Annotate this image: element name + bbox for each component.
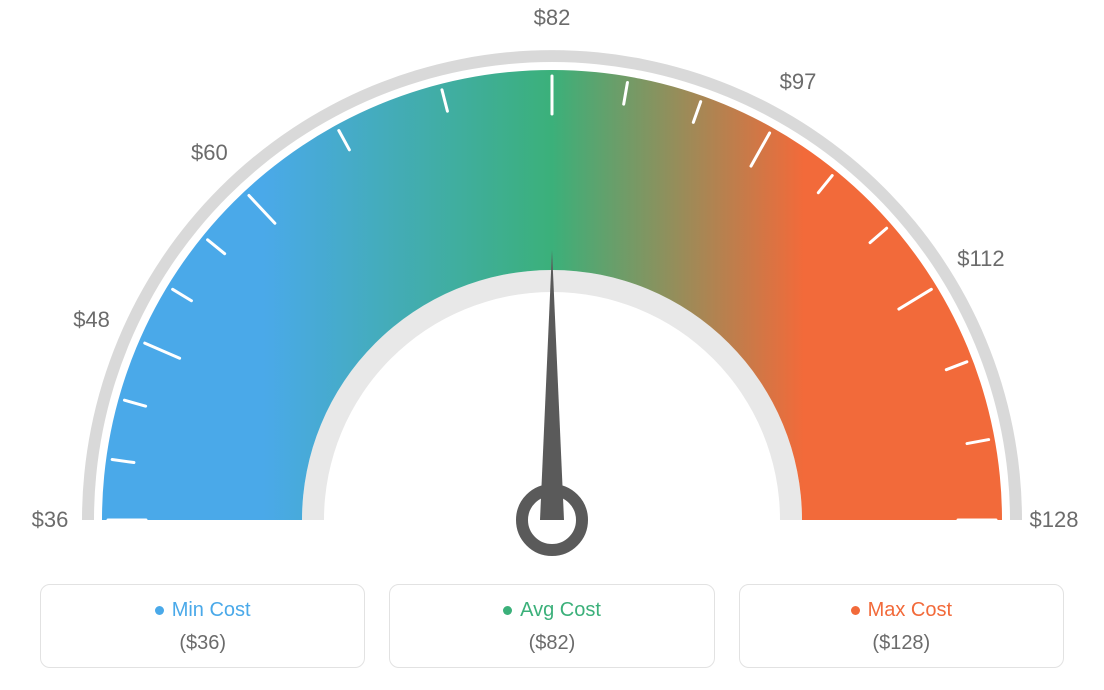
legend-row: Min Cost ($36) Avg Cost ($82) Max Cost (… <box>40 584 1064 668</box>
legend-title-text: Min Cost <box>172 599 251 622</box>
legend-title-min: Min Cost <box>155 599 251 622</box>
dot-icon <box>155 606 164 615</box>
legend-card-avg: Avg Cost ($82) <box>389 584 714 668</box>
dot-icon <box>851 606 860 615</box>
legend-title-avg: Avg Cost <box>503 599 601 622</box>
gauge-tick-label: $60 <box>191 140 228 166</box>
legend-title-text: Avg Cost <box>520 599 601 622</box>
gauge-tick-label: $36 <box>32 507 69 533</box>
cost-gauge-chart: $36 $48 $60 $82 $97 $112 $128 Min Cost ($36) A… <box>0 0 1104 690</box>
legend-value-max: ($128) <box>740 632 1063 655</box>
gauge-tick-label: $112 <box>957 246 1004 272</box>
gauge-tick-label: $97 <box>780 69 817 95</box>
dot-icon <box>503 606 512 615</box>
gauge-area: $36 $48 $60 $82 $97 $112 $128 <box>0 0 1104 580</box>
legend-card-max: Max Cost ($128) <box>739 584 1064 668</box>
legend-title-max: Max Cost <box>851 599 952 622</box>
legend-title-text: Max Cost <box>868 599 952 622</box>
gauge-tick-label: $82 <box>534 5 571 31</box>
legend-value-min: ($36) <box>41 632 364 655</box>
legend-card-min: Min Cost ($36) <box>40 584 365 668</box>
legend-value-avg: ($82) <box>390 632 713 655</box>
gauge-svg <box>52 20 1052 610</box>
gauge-tick-label: $128 <box>1030 507 1079 533</box>
gauge-tick-label: $48 <box>73 307 110 333</box>
